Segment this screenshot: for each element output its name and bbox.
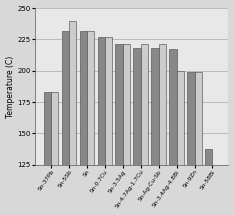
Bar [80,31,87,165]
Bar [116,45,123,165]
Bar [205,149,212,165]
Bar [194,72,202,165]
Bar [123,45,130,165]
Bar [141,45,148,165]
Bar [44,92,51,165]
Bar [133,48,141,165]
Bar [105,37,112,165]
Bar [169,49,176,165]
Bar [69,21,76,165]
Bar [98,37,105,165]
Bar [159,45,166,165]
Y-axis label: Temperature (C): Temperature (C) [6,55,15,118]
Bar [87,31,94,165]
Bar [151,48,159,165]
Bar [51,92,58,165]
Bar [187,72,194,165]
Bar [62,31,69,165]
Bar [176,71,184,165]
